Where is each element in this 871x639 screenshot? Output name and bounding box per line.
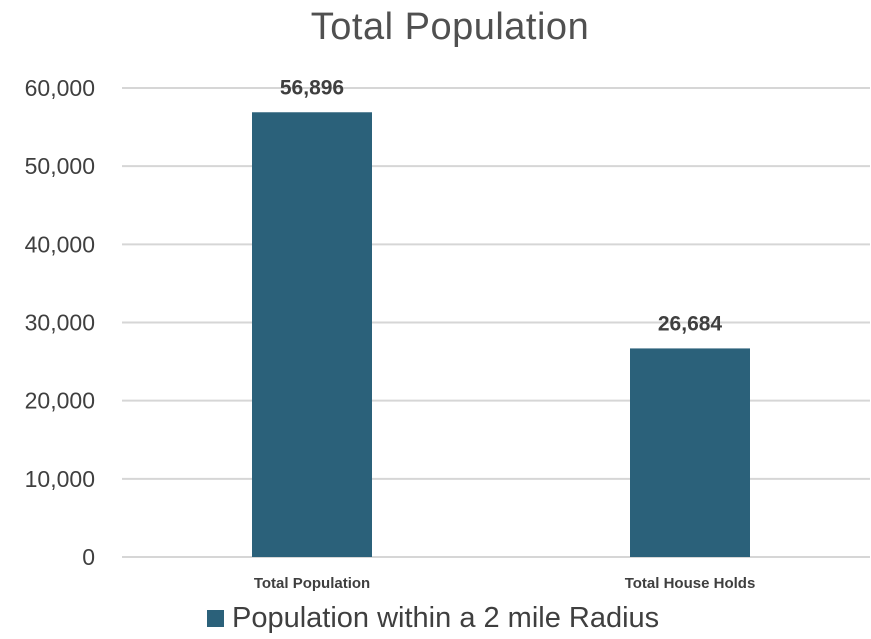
- y-tick-label: 20,000: [25, 388, 95, 414]
- y-tick-label: 50,000: [25, 153, 95, 179]
- y-tick-label: 40,000: [25, 231, 95, 257]
- legend: Population within a 2 mile Radius: [207, 600, 659, 636]
- x-tick-label: Total Population: [254, 575, 370, 592]
- y-tick-label: 30,000: [25, 310, 95, 336]
- y-tick-label: 10,000: [25, 466, 95, 492]
- x-tick-label: Total House Holds: [625, 575, 756, 592]
- bar: [630, 348, 750, 557]
- data-label: 26,684: [658, 312, 723, 335]
- chart-title: Total Population: [310, 6, 590, 48]
- y-tick-label: 60,000: [25, 75, 95, 101]
- bar-chart: 0 10,000 20,000 30,000 40,000 50,000 60,000 56,…: [25, 75, 870, 592]
- legend-label: Population within a 2 mile Radius: [232, 601, 660, 634]
- bar: [252, 112, 372, 557]
- data-label: 56,896: [280, 76, 344, 99]
- y-tick-label: 0: [82, 544, 95, 570]
- legend-swatch: [207, 609, 224, 627]
